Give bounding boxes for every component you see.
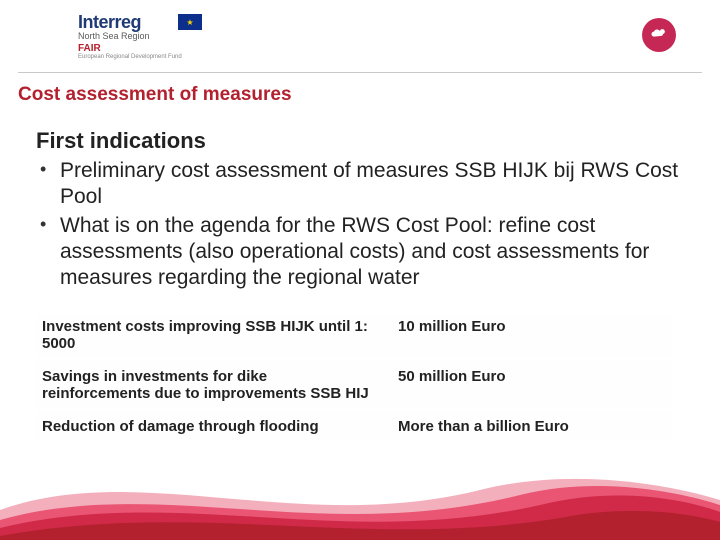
table-row: Savings in investments for dike reinforc… bbox=[36, 358, 672, 408]
bullet-item: What is on the agenda for the RWS Cost P… bbox=[36, 213, 688, 292]
table-cell-value: 10 million Euro bbox=[388, 314, 672, 358]
table-cell-label: Savings in investments for dike reinforc… bbox=[36, 360, 388, 408]
body: First indications Preliminary cost asses… bbox=[36, 128, 688, 293]
logo-subtitle: North Sea Region bbox=[78, 31, 182, 41]
bullet-list: Preliminary cost assessment of measures … bbox=[36, 158, 688, 291]
footer-ribbons bbox=[0, 450, 720, 540]
eu-flag-icon: ★ bbox=[178, 14, 202, 30]
logo-block: Interreg North Sea Region FAIR European … bbox=[78, 12, 182, 60]
subheading: First indications bbox=[36, 128, 688, 154]
table-cell-label: Reduction of damage through flooding bbox=[36, 410, 388, 441]
table-row: Reduction of damage through flooding Mor… bbox=[36, 408, 672, 441]
logo-strapline: European Regional Development Fund bbox=[78, 54, 182, 60]
section-title: Cost assessment of measures bbox=[18, 84, 292, 106]
table-row: Investment costs improving SSB HIJK unti… bbox=[36, 314, 672, 358]
slide: Interreg North Sea Region FAIR European … bbox=[0, 0, 720, 540]
table-cell-value: 50 million Euro bbox=[388, 360, 672, 408]
weather-badge-icon bbox=[642, 18, 676, 52]
header-divider bbox=[18, 72, 702, 73]
logo-program: FAIR bbox=[78, 43, 182, 54]
table-cell-label: Investment costs improving SSB HIJK unti… bbox=[36, 314, 388, 358]
table-cell-value: More than a billion Euro bbox=[388, 410, 672, 441]
logo-main: Interreg bbox=[78, 12, 182, 33]
header: Interreg North Sea Region FAIR European … bbox=[0, 0, 720, 72]
cost-table: Investment costs improving SSB HIJK unti… bbox=[36, 314, 672, 441]
bullet-item: Preliminary cost assessment of measures … bbox=[36, 158, 688, 211]
cloud-sun-icon bbox=[649, 25, 669, 45]
